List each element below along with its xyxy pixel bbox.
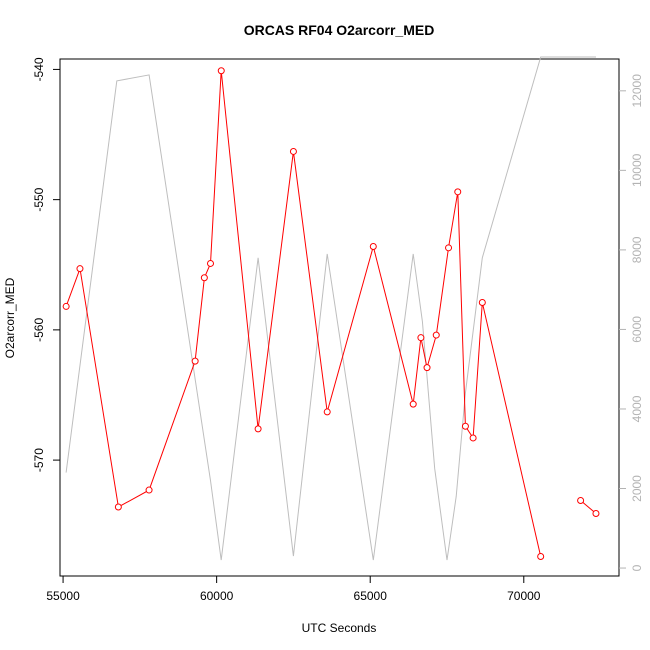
red-series-point — [592, 509, 600, 517]
x-axis-label: UTC Seconds — [302, 621, 377, 635]
x-tick-label: 65000 — [354, 589, 388, 603]
red-series-point — [254, 425, 262, 433]
red-series-point — [62, 302, 70, 310]
red-series-point — [577, 496, 585, 504]
x-tick-label: 55000 — [46, 589, 80, 603]
y2-tick-label: 0 — [630, 564, 644, 571]
red-series-point — [461, 422, 469, 430]
plot-area-border — [59, 58, 620, 577]
y2-tick-label: 12000 — [630, 74, 644, 108]
red-series-point — [145, 486, 153, 494]
red-series-point — [369, 243, 377, 251]
red-series-point — [423, 364, 431, 372]
chart-title: ORCAS RF04 O2arcorr_MED — [244, 22, 435, 38]
y-tick-label: -560 — [32, 318, 46, 342]
y-tick-label: -550 — [32, 187, 46, 211]
y-tick-label: -570 — [32, 448, 46, 472]
red-series-point — [445, 244, 453, 252]
y2-tick-label: 2000 — [630, 475, 644, 502]
y2-tick-label: 8000 — [630, 236, 644, 263]
red-series-point — [114, 503, 122, 511]
red-series-point — [432, 331, 440, 339]
red-series-point — [537, 552, 545, 560]
y-tick-label: -540 — [32, 57, 46, 81]
x-tick-label: 60000 — [200, 589, 234, 603]
y2-axis: 0 2000 4000 6000 8000 10000 12000 — [619, 74, 644, 571]
x-tick-label: 70000 — [507, 589, 541, 603]
red-series-point — [200, 274, 208, 282]
red-series-point — [454, 188, 462, 196]
series-layer — [62, 56, 600, 561]
y2-tick-label: 6000 — [630, 316, 644, 343]
red-series-point — [289, 147, 297, 155]
red-series-point — [478, 299, 486, 307]
y2-tick-label: 4000 — [630, 395, 644, 422]
red-series-point — [76, 265, 84, 273]
red-series-point — [323, 408, 331, 416]
gray-series-line — [65, 56, 596, 561]
x-axis: 55000 60000 65000 70000 — [46, 575, 541, 603]
y-axis: -540 -550 -560 -570 — [32, 57, 60, 472]
red-series-point — [409, 400, 417, 408]
red-series-line — [65, 70, 542, 557]
red-series-point — [217, 67, 225, 75]
red-series-point — [417, 334, 425, 342]
red-series-point — [207, 259, 214, 267]
red-series-point — [191, 357, 199, 365]
y-axis-label: O2arcorr_MED — [3, 277, 17, 358]
red-series-point — [469, 434, 477, 442]
y2-tick-label: 10000 — [630, 153, 644, 187]
